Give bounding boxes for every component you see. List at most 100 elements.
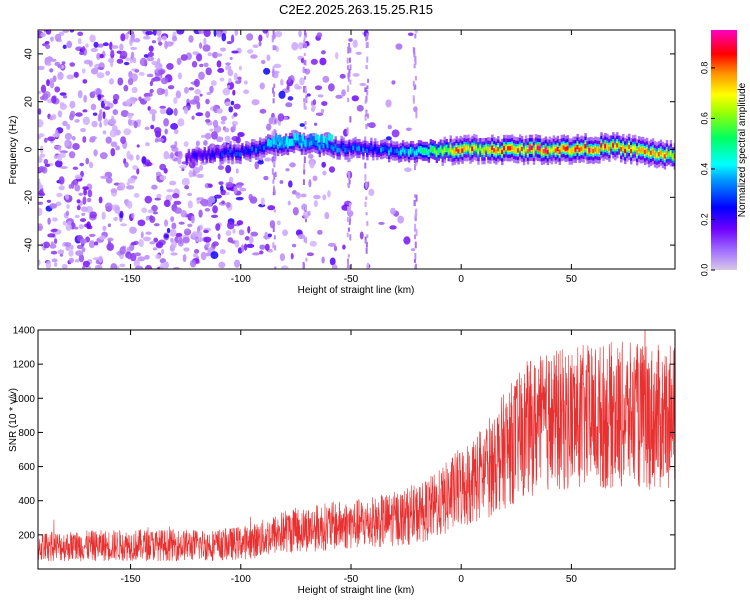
- heatmap-cell: [119, 50, 128, 60]
- heatmap-cell: [101, 211, 106, 220]
- heatmap-cell: [367, 113, 370, 119]
- heatmap-cell: [88, 60, 93, 67]
- heatmap-cell: [403, 149, 407, 155]
- heatmap-cell: [199, 164, 204, 171]
- heatmap-cell: [224, 101, 233, 106]
- heatmap-cell: [457, 149, 460, 154]
- heatmap-cell: [292, 207, 299, 216]
- heatmap-cell: [483, 148, 486, 154]
- heatmap-cell: [38, 207, 43, 216]
- heatmap-cell: [210, 80, 217, 86]
- heatmap-cell: [248, 193, 253, 201]
- heatmap-cell: [311, 104, 316, 110]
- heatmap-cell: [216, 136, 224, 143]
- heatmap-cell: [322, 170, 327, 176]
- heatmap-cell: [177, 118, 185, 127]
- heatmap-cell: [99, 53, 104, 59]
- heatmap-cell: [395, 148, 399, 154]
- heatmap-cell: [365, 247, 368, 254]
- heatmap-cell: [360, 145, 363, 151]
- heatmap-cell: [252, 252, 260, 256]
- heatmap-cell: [279, 180, 284, 184]
- heatmap-cell: [67, 220, 72, 226]
- heatmap-cell: [144, 161, 153, 167]
- heatmap-cell: [315, 112, 324, 116]
- heatmap-cell: [54, 86, 61, 93]
- heatmap-cell: [192, 170, 196, 177]
- heatmap-cell: [280, 137, 283, 145]
- heatmap-cell: [594, 147, 597, 152]
- heatmap-cell: [582, 147, 585, 152]
- heatmap-cell: [102, 111, 106, 120]
- heatmap-cell: [273, 187, 276, 192]
- heatmap-cell: [285, 168, 290, 172]
- heatmap-cell: [120, 223, 127, 227]
- heatmap-cell: [414, 234, 417, 240]
- heatmap-cell: [238, 79, 242, 83]
- heatmap-cell: [264, 243, 270, 251]
- heatmap-cell: [320, 50, 326, 55]
- heatmap-cell: [110, 49, 115, 56]
- heatmap-cell: [516, 148, 520, 153]
- heatmap-cell: [51, 258, 58, 263]
- heatmap-cell: [264, 231, 269, 240]
- heatmap-cell: [512, 147, 516, 152]
- heatmap-cell: [53, 238, 58, 244]
- heatmap-cell: [100, 175, 109, 179]
- heatmap-cell: [321, 256, 325, 264]
- heatmap-cell: [203, 236, 212, 243]
- heatmap-cell: [110, 141, 118, 148]
- heatmap-cell: [104, 106, 111, 110]
- heatmap-cell: [82, 196, 87, 205]
- heatmap-cell: [135, 265, 144, 269]
- heatmap-cell: [667, 153, 671, 158]
- heatmap-cell: [44, 41, 50, 45]
- heatmap-cell: [303, 156, 306, 164]
- heatmap-cell: [222, 87, 231, 96]
- heatmap-cell: [374, 145, 377, 150]
- heatmap-cell: [471, 146, 474, 151]
- heatmap-cell: [47, 217, 51, 225]
- heatmap-cell: [226, 84, 231, 89]
- heatmap-cell: [309, 240, 317, 247]
- heatmap-cell: [273, 209, 276, 213]
- heatmap-cell: [303, 163, 306, 170]
- heatmap-cell: [198, 71, 205, 80]
- heatmap-cell: [244, 80, 248, 85]
- heatmap-cell: [348, 264, 351, 269]
- heatmap-cell: [111, 45, 119, 49]
- heatmap-cell: [157, 69, 166, 75]
- heatmap-cell: [149, 88, 154, 94]
- heatmap-cell: [630, 149, 633, 154]
- heatmap-cell: [38, 201, 44, 205]
- heatmap-cell: [53, 154, 59, 159]
- heatmap-cell: [669, 151, 673, 156]
- heatmap-cell: [300, 193, 307, 198]
- heatmap-cell: [209, 128, 214, 132]
- heatmap-cell: [283, 116, 288, 121]
- heatmap-cell: [302, 265, 305, 269]
- heatmap-cell: [347, 254, 350, 258]
- x-tick-label: 0: [458, 574, 464, 585]
- heatmap-cell: [348, 175, 351, 181]
- heatmap-cell: [141, 207, 148, 213]
- heatmap-cell: [348, 157, 351, 162]
- heatmap-cell: [309, 133, 312, 141]
- heatmap-cell: [485, 145, 488, 150]
- heatmap-cell: [224, 135, 231, 143]
- heatmap-cell: [143, 35, 151, 40]
- heatmap-cell: [178, 221, 185, 225]
- heatmap-cell: [119, 246, 126, 255]
- heatmap-cell: [62, 120, 68, 127]
- heatmap-cell: [327, 242, 337, 247]
- heatmap-cell: [233, 185, 238, 194]
- heatmap-cell: [296, 133, 299, 141]
- heatmap-cell: [342, 244, 346, 250]
- heatmap-cell: [149, 80, 154, 87]
- heatmap-cell: [393, 149, 397, 154]
- heatmap-cell: [385, 99, 392, 108]
- heatmap-cell: [348, 179, 351, 185]
- heatmap-cell: [180, 54, 188, 61]
- heatmap-cell: [47, 136, 56, 142]
- heatmap-cell: [119, 263, 126, 268]
